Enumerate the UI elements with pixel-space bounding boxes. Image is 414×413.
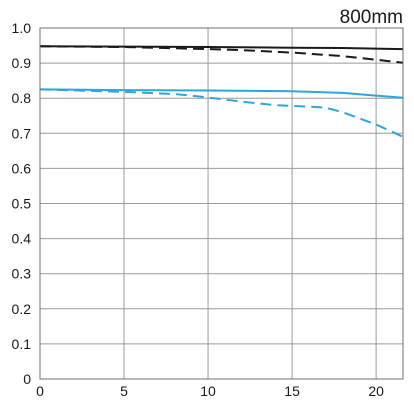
series-line-3 [39,88,404,99]
y-tick-label: 1.0 [12,20,32,36]
plot-frame [39,27,404,380]
y-tick-label: 0.4 [12,231,32,247]
y-tick-label: 0.3 [12,266,32,282]
y-tick-label: 0.7 [12,125,32,141]
y-tick-label: 0.1 [12,336,32,352]
x-tick-label: 10 [200,383,216,399]
x-tick-label: 20 [368,383,384,399]
series-line-4 [39,88,404,138]
y-tick-label: 0.6 [12,160,32,176]
x-tick-label: 15 [284,383,300,399]
chart-grid [40,28,403,379]
y-tick-label: 0.9 [12,55,32,71]
y-tick-label: 0 [23,371,31,387]
y-tick-label: 0.8 [12,90,32,106]
chart-series-group [39,45,404,138]
x-axis-ticks: 0 5 10 15 20 [36,383,384,399]
chart-title: 800mm [340,7,403,28]
x-tick-label: 5 [120,383,128,399]
x-tick-label: 0 [36,383,44,399]
y-tick-label: 0.5 [12,196,32,212]
y-axis-ticks: 0 0.1 0.2 0.3 0.4 0.5 0.6 0.7 0.8 0.9 1.0 [12,20,32,387]
y-tick-label: 0.2 [12,301,32,317]
